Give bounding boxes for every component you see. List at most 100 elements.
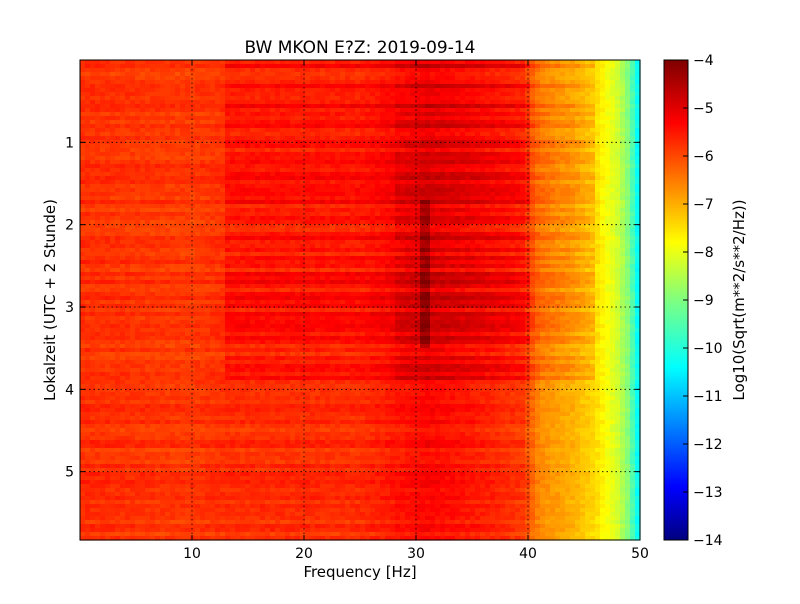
heatmap-cell: [120, 84, 126, 89]
heatmap-cell: [570, 112, 576, 117]
heatmap-cell: [515, 152, 521, 157]
heatmap-cell: [125, 164, 131, 169]
heatmap-cell: [600, 176, 606, 181]
heatmap-cell: [505, 224, 511, 229]
heatmap-cell: [340, 136, 346, 141]
heatmap-cell: [415, 156, 421, 161]
heatmap-cell: [255, 124, 261, 129]
heatmap-cell: [105, 64, 111, 69]
heatmap-cell: [395, 128, 401, 133]
heatmap-cell: [185, 168, 191, 173]
heatmap-cell: [215, 176, 221, 181]
heatmap-cell: [360, 60, 366, 65]
heatmap-cell: [345, 208, 351, 213]
heatmap-cell: [80, 196, 86, 201]
heatmap-cell: [180, 68, 186, 73]
heatmap-cell: [180, 220, 186, 225]
heatmap-cell: [220, 72, 226, 77]
heatmap-cell: [490, 216, 496, 221]
heatmap-cell: [415, 176, 421, 181]
heatmap-cell: [620, 104, 626, 109]
heatmap-cell: [400, 204, 406, 209]
heatmap-cell: [450, 132, 456, 137]
heatmap-cell: [160, 228, 166, 233]
heatmap-cell: [605, 156, 611, 161]
heatmap-cell: [155, 124, 161, 129]
heatmap-cell: [245, 60, 251, 65]
heatmap-cell: [530, 208, 536, 213]
heatmap-cell: [300, 148, 306, 153]
heatmap-cell: [220, 108, 226, 113]
heatmap-cell: [205, 84, 211, 89]
heatmap-cell: [155, 204, 161, 209]
heatmap-cell: [510, 180, 516, 185]
heatmap-cell: [520, 156, 526, 161]
heatmap-cell: [565, 60, 571, 65]
heatmap-cell: [420, 148, 426, 153]
heatmap-cell: [405, 148, 411, 153]
heatmap-cell: [355, 176, 361, 181]
heatmap-cell: [485, 176, 491, 181]
heatmap-cell: [445, 64, 451, 69]
heatmap-cell: [185, 116, 191, 121]
heatmap-cell: [555, 112, 561, 117]
heatmap-cell: [165, 68, 171, 73]
heatmap-cell: [435, 192, 441, 197]
heatmap-cell: [615, 124, 621, 129]
heatmap-cell: [570, 104, 576, 109]
heatmap-cell: [125, 156, 131, 161]
heatmap-cell: [210, 116, 216, 121]
heatmap-cell: [210, 196, 216, 201]
heatmap-cell: [390, 108, 396, 113]
heatmap-cell: [240, 124, 246, 129]
heatmap-cell: [565, 220, 571, 225]
heatmap-cell: [610, 188, 616, 193]
heatmap-cell: [590, 80, 596, 85]
heatmap-cell: [330, 168, 336, 173]
heatmap-cell: [125, 148, 131, 153]
heatmap-cell: [485, 156, 491, 161]
heatmap-cell: [265, 148, 271, 153]
heatmap-cell: [625, 60, 631, 65]
heatmap-cell: [355, 236, 361, 241]
heatmap-cell: [615, 80, 621, 85]
heatmap-cell: [360, 212, 366, 217]
heatmap-cell: [510, 168, 516, 173]
heatmap-cell: [270, 88, 276, 93]
heatmap-cell: [545, 76, 551, 81]
heatmap-cell: [595, 212, 601, 217]
heatmap-cell: [395, 132, 401, 137]
heatmap-cell: [110, 116, 116, 121]
heatmap-cell: [600, 68, 606, 73]
heatmap-cell: [210, 136, 216, 141]
heatmap-cell: [340, 120, 346, 125]
heatmap-cell: [180, 108, 186, 113]
heatmap-cell: [245, 124, 251, 129]
heatmap-cell: [440, 212, 446, 217]
heatmap-cell: [375, 148, 381, 153]
heatmap-cell: [635, 120, 641, 125]
heatmap-cell: [350, 168, 356, 173]
heatmap-cell: [335, 156, 341, 161]
heatmap-cell: [100, 176, 106, 181]
heatmap-cell: [400, 64, 406, 69]
heatmap-cell: [530, 188, 536, 193]
heatmap-cell: [495, 116, 501, 121]
heatmap-cell: [95, 208, 101, 213]
heatmap-cell: [390, 88, 396, 93]
heatmap-cell: [120, 204, 126, 209]
heatmap-cell: [545, 188, 551, 193]
heatmap-cell: [295, 100, 301, 105]
heatmap-cell: [160, 160, 166, 165]
heatmap-cell: [410, 204, 416, 209]
heatmap-cell: [555, 220, 561, 225]
heatmap-cell: [165, 212, 171, 217]
heatmap-cell: [495, 80, 501, 85]
heatmap-cell: [440, 200, 446, 205]
heatmap-cell: [120, 68, 126, 73]
heatmap-cell: [295, 88, 301, 93]
heatmap-cell: [145, 100, 151, 105]
heatmap-cell: [130, 212, 136, 217]
heatmap-cell: [390, 76, 396, 81]
heatmap-cell: [250, 72, 256, 77]
